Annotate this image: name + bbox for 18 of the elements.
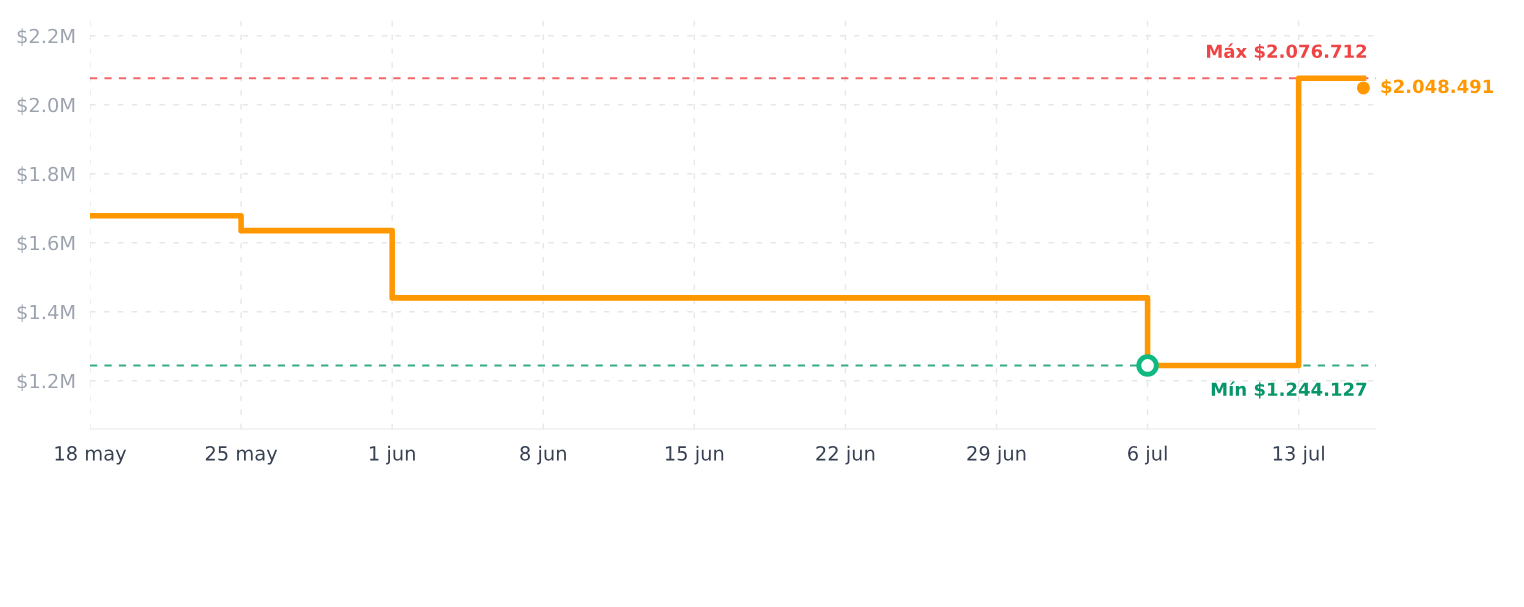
x-tick-label: 29 jun	[967, 445, 1026, 465]
data-label: $2.048.491	[1381, 79, 1494, 96]
x-tick-label: 15 jun	[665, 445, 724, 465]
x-tick-label: 25 may	[205, 446, 278, 465]
x-tick-label: 1 jun	[370, 445, 415, 465]
y-tick-label: $2.2M	[17, 28, 75, 46]
y-tick-label: $1.2M	[17, 373, 75, 391]
ref-line-label: Máx $2.076.712	[1207, 43, 1367, 61]
x-tick-label: 6 jul	[1128, 445, 1167, 465]
x-tick-label: 18 may	[55, 446, 127, 465]
ref-line-label: Mín $1.244.127	[1211, 381, 1367, 399]
x-tick-label: 22 jun	[816, 445, 875, 465]
x-tick-label: 13 jul	[1273, 445, 1324, 465]
x-tick-label: 8 jun	[520, 445, 566, 465]
y-tick-label: $1.6M	[17, 235, 75, 253]
y-tick-label: $2.0M	[17, 97, 75, 115]
y-tick-label: $1.8M	[17, 166, 75, 184]
y-tick-label: $1.4M	[17, 304, 75, 322]
